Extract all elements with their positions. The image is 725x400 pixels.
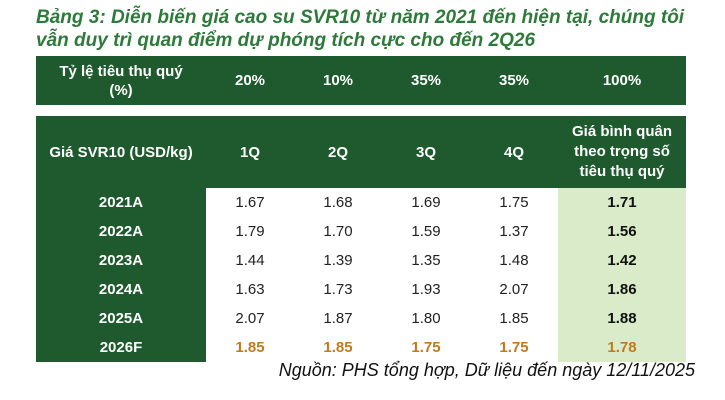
cell-q1: 1.79 [206, 217, 294, 246]
cell-q3: 1.75 [382, 333, 470, 362]
table-row: 2025A 2.07 1.87 1.80 1.85 1.88 [36, 304, 686, 333]
header-label: Giá SVR10 (USD/kg) [49, 143, 193, 161]
table-row: 2024A 1.63 1.73 1.93 2.07 1.86 [36, 275, 686, 304]
cell-q2: 1.73 [294, 275, 382, 304]
row-year: 2026F [36, 333, 206, 362]
cell-q4: 2.07 [470, 275, 558, 304]
cell-q2: 1.70 [294, 217, 382, 246]
table-title: Bảng 3: Diễn biến giá cao su SVR10 từ nă… [36, 7, 685, 51]
consumption-total: 100% [602, 71, 642, 89]
row-year: 2024A [36, 275, 206, 304]
row-year: 2022A [36, 217, 206, 246]
cell-q3: 1.80 [382, 304, 470, 333]
cell-avg: 1.88 [558, 304, 686, 333]
cell-q4: 1.48 [470, 246, 558, 275]
row-year: 2023A [36, 246, 206, 275]
cell-q1: 1.44 [206, 246, 294, 275]
header-q2: 2Q [327, 143, 348, 161]
cell-q4: 1.75 [470, 188, 558, 217]
table-body: 2021A 1.67 1.68 1.69 1.75 1.71 2022A 1.7… [36, 188, 686, 362]
row-year: 2025A [36, 304, 206, 333]
table-row: 2023A 1.44 1.39 1.35 1.48 1.42 [36, 246, 686, 275]
table-row: 2021A 1.67 1.68 1.69 1.75 1.71 [36, 188, 686, 217]
cell-avg: 1.86 [558, 275, 686, 304]
cell-q1: 1.63 [206, 275, 294, 304]
cell-q3: 1.35 [382, 246, 470, 275]
header-q4: 4Q [503, 143, 524, 161]
source-note: Nguồn: PHS tổng hợp, Dữ liệu đến ngày 12… [278, 360, 695, 380]
header-q3: 3Q [415, 143, 436, 161]
cell-avg: 1.71 [558, 188, 686, 217]
consumption-q4: 35% [498, 72, 530, 89]
cell-q4: 1.37 [470, 217, 558, 246]
cell-avg: 1.56 [558, 217, 686, 246]
cell-q2: 1.68 [294, 188, 382, 217]
header-q1: 1Q [239, 143, 260, 161]
cell-q3: 1.93 [382, 275, 470, 304]
consumption-q1: 20% [234, 72, 266, 89]
cell-avg: 1.42 [558, 246, 686, 275]
cell-q2: 1.39 [294, 246, 382, 275]
table-row-forecast: 2026F 1.85 1.85 1.75 1.75 1.78 [36, 333, 686, 362]
consumption-ratio-label: Tỷ lệ tiêu thụ quý (%) [59, 62, 183, 99]
cell-q1: 2.07 [206, 304, 294, 333]
cell-q3: 1.69 [382, 188, 470, 217]
cell-q1: 1.85 [206, 333, 294, 362]
consumption-q2: 10% [322, 72, 354, 89]
cell-q4: 1.75 [470, 333, 558, 362]
cell-q3: 1.59 [382, 217, 470, 246]
cell-q4: 1.85 [470, 304, 558, 333]
consumption-q3: 35% [410, 72, 442, 89]
header-weighted-avg: Giá bình quân theo trọng số tiêu thụ quý [572, 123, 672, 180]
cell-avg: 1.78 [558, 333, 686, 362]
row-year: 2021A [36, 188, 206, 217]
table-row: 2022A 1.79 1.70 1.59 1.37 1.56 [36, 217, 686, 246]
cell-q2: 1.85 [294, 333, 382, 362]
consumption-ratio-row: Tỷ lệ tiêu thụ quý (%) 20% 10% 35% 35% 1… [36, 56, 686, 105]
cell-q2: 1.87 [294, 304, 382, 333]
table-header: Giá SVR10 (USD/kg) 1Q 2Q 3Q 4Q Giá bình … [36, 116, 686, 188]
cell-q1: 1.67 [206, 188, 294, 217]
